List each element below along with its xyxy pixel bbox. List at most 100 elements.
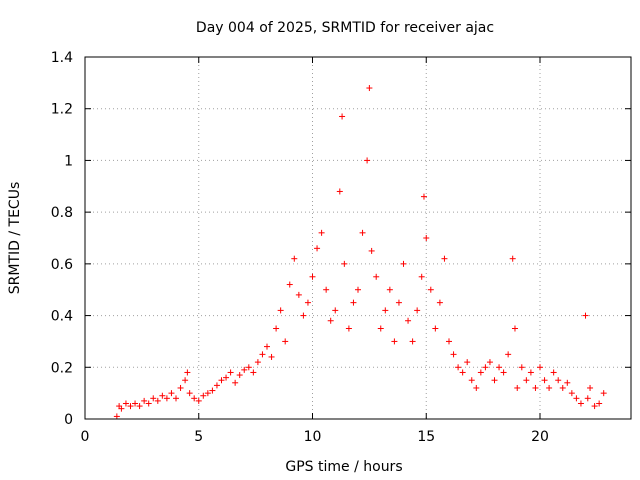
data-point: [173, 395, 179, 402]
data-point: [559, 384, 566, 391]
plot-frame: [84, 56, 632, 420]
data-point: [223, 374, 230, 381]
data-point: [477, 369, 484, 376]
data-point: [277, 307, 284, 314]
data-point: [577, 400, 584, 407]
data-point: [368, 247, 375, 254]
data-point: [511, 325, 518, 332]
data-point: [113, 413, 120, 420]
data-point: [459, 369, 466, 376]
data-point: [268, 353, 275, 360]
data-point: [373, 273, 380, 280]
x-axis-label: GPS time / hours: [285, 459, 402, 475]
data-point: [382, 307, 389, 314]
data-point: [496, 364, 503, 371]
data-point: [332, 307, 339, 314]
y-tick-label: 1.4: [51, 50, 73, 66]
data-point: [527, 369, 534, 376]
y-tick-label: 0.2: [51, 360, 73, 376]
y-tick-label: 0.6: [51, 257, 73, 273]
data-point: [537, 364, 543, 371]
data-point: [259, 351, 266, 358]
data-point: [341, 260, 348, 267]
data-point: [318, 229, 325, 236]
data-point: [177, 384, 184, 391]
data-point: [150, 395, 157, 402]
data-point: [409, 338, 416, 345]
data-point: [587, 384, 594, 391]
data-point: [184, 369, 191, 376]
data-point: [350, 299, 357, 306]
data-point: [345, 325, 352, 332]
data-point: [446, 338, 452, 345]
data-point: [282, 338, 289, 345]
data-point: [482, 364, 489, 371]
data-point: [436, 299, 443, 306]
data-point: [414, 307, 421, 314]
data-point: [591, 403, 598, 410]
data-point: [455, 364, 462, 371]
data-point: [473, 384, 480, 391]
data-point: [450, 351, 457, 358]
data-point: [145, 400, 152, 407]
y-tick-label: 0.8: [51, 205, 73, 221]
data-point: [468, 377, 475, 384]
data-point: [427, 286, 434, 293]
data-point: [236, 372, 243, 379]
data-points: [113, 85, 607, 420]
data-point: [264, 343, 270, 350]
data-point: [186, 390, 193, 397]
data-point: [309, 273, 316, 280]
data-point: [136, 403, 143, 410]
data-point: [304, 299, 311, 306]
y-tick-label: 1.2: [51, 102, 73, 118]
data-point: [254, 359, 261, 366]
data-point: [323, 286, 330, 293]
x-tick-label: 15: [417, 429, 435, 445]
data-point: [532, 384, 539, 391]
chart-title: Day 004 of 2025, SRMTID for receiver aja…: [196, 20, 494, 36]
data-point: [286, 281, 293, 288]
data-point: [359, 229, 366, 236]
data-point: [314, 245, 321, 252]
data-point: [204, 390, 211, 397]
data-point: [400, 260, 407, 267]
data-point: [377, 325, 384, 332]
data-point: [191, 395, 198, 402]
data-point: [195, 397, 202, 404]
data-point: [491, 377, 498, 384]
y-tick-label: 0.4: [51, 309, 73, 325]
data-point: [500, 369, 507, 376]
data-point: [250, 369, 257, 376]
data-point: [200, 392, 207, 399]
data-point: [295, 291, 302, 298]
data-point: [364, 157, 371, 164]
data-point: [405, 317, 412, 324]
data-point: [141, 397, 148, 404]
data-point: [159, 392, 166, 399]
data-point: [241, 366, 248, 373]
data-point: [339, 113, 346, 120]
data-point: [213, 382, 220, 389]
data-point: [327, 317, 334, 324]
data-point: [420, 193, 427, 200]
data-point: [441, 255, 448, 262]
data-point: [218, 377, 225, 384]
data-point: [209, 387, 216, 394]
data-point: [232, 379, 239, 386]
data-point: [245, 364, 252, 371]
data-point: [418, 273, 425, 280]
data-point: [366, 85, 373, 92]
data-point: [514, 384, 521, 391]
data-point: [584, 395, 591, 402]
data-point: [336, 188, 343, 195]
data-point: [523, 377, 530, 384]
data-point: [541, 377, 548, 384]
grid: [85, 57, 631, 419]
data-point: [391, 338, 398, 345]
data-point: [423, 235, 430, 241]
y-axis-label: SRMTID / TECUs: [7, 182, 23, 295]
data-point: [122, 400, 129, 407]
